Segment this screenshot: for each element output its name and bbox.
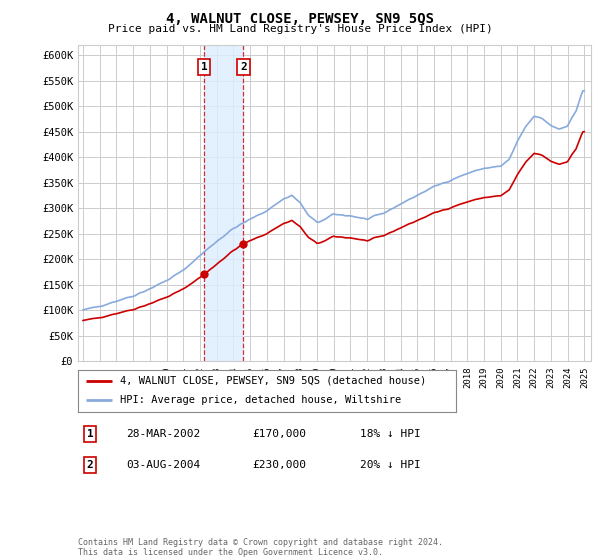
Text: £170,000: £170,000 [252, 429, 306, 439]
Text: 2: 2 [240, 62, 247, 72]
Text: 03-AUG-2004: 03-AUG-2004 [126, 460, 200, 470]
Bar [204, 45, 244, 361]
Text: 20% ↓ HPI: 20% ↓ HPI [360, 460, 421, 470]
Text: 18% ↓ HPI: 18% ↓ HPI [360, 429, 421, 439]
Text: 4, WALNUT CLOSE, PEWSEY, SN9 5QS (detached house): 4, WALNUT CLOSE, PEWSEY, SN9 5QS (detach… [119, 376, 426, 386]
Text: 1: 1 [201, 62, 208, 72]
Text: 1: 1 [86, 429, 94, 439]
Text: Contains HM Land Registry data © Crown copyright and database right 2024.
This d: Contains HM Land Registry data © Crown c… [78, 538, 443, 557]
Text: 2: 2 [86, 460, 94, 470]
Text: £230,000: £230,000 [252, 460, 306, 470]
Text: HPI: Average price, detached house, Wiltshire: HPI: Average price, detached house, Wilt… [119, 395, 401, 405]
Text: 28-MAR-2002: 28-MAR-2002 [126, 429, 200, 439]
Text: Price paid vs. HM Land Registry's House Price Index (HPI): Price paid vs. HM Land Registry's House … [107, 24, 493, 34]
Text: 4, WALNUT CLOSE, PEWSEY, SN9 5QS: 4, WALNUT CLOSE, PEWSEY, SN9 5QS [166, 12, 434, 26]
